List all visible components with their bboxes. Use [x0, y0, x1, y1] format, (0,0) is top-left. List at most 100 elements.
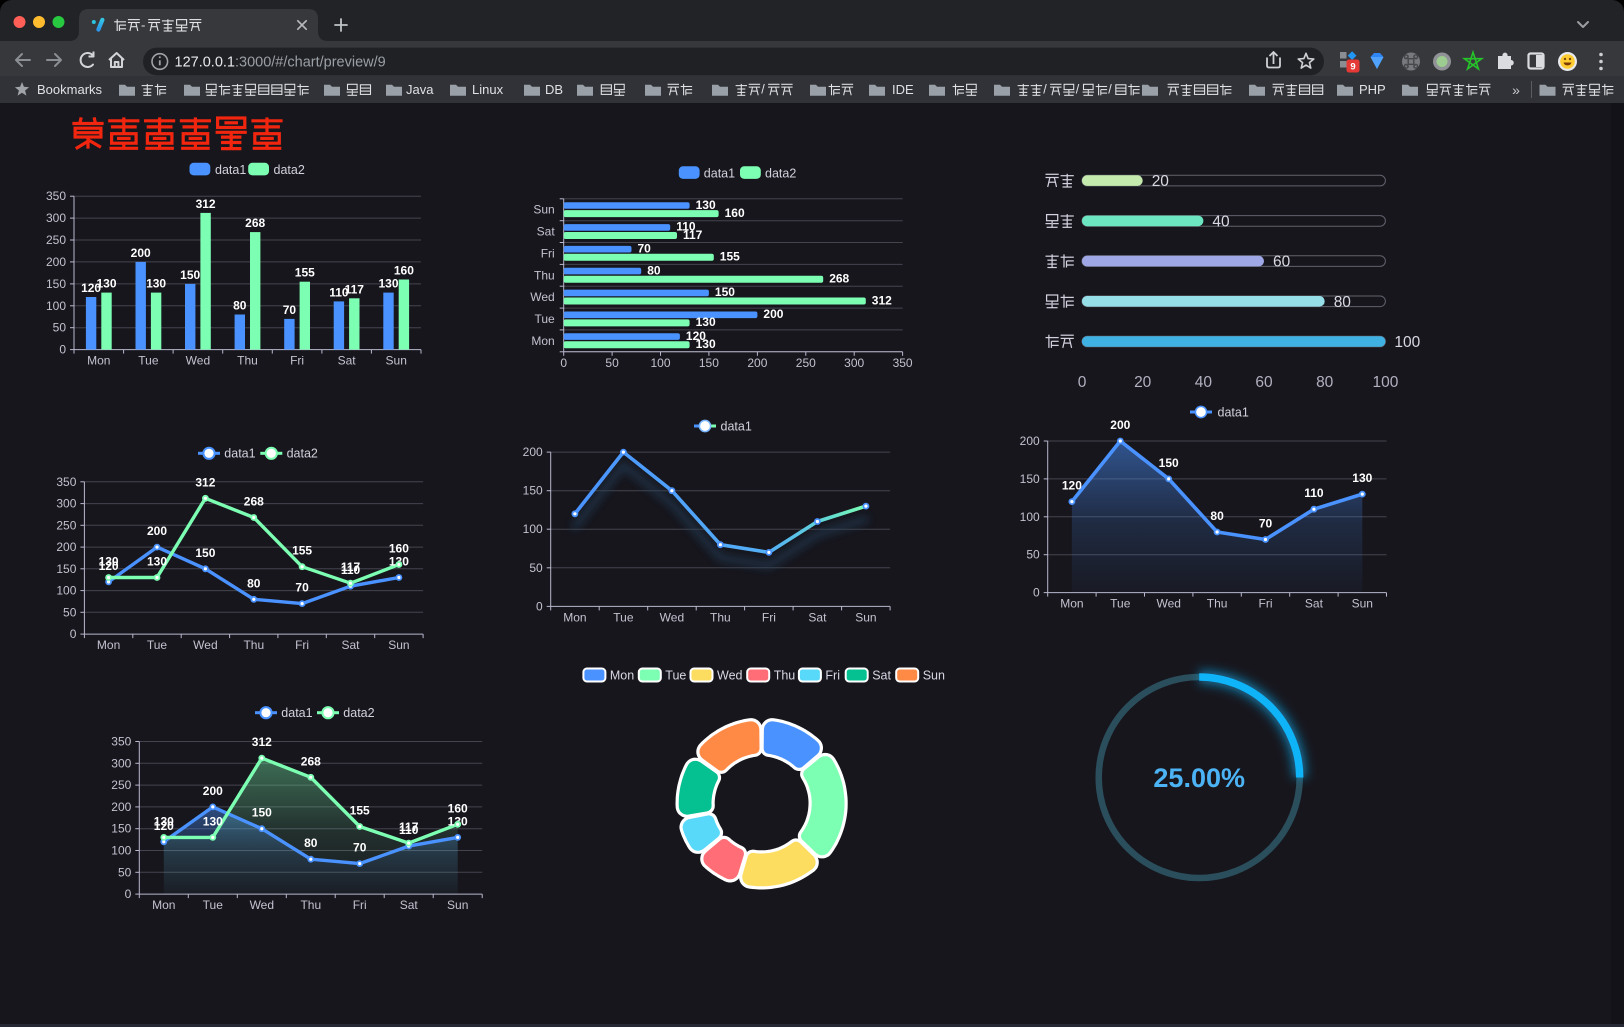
svg-text:200: 200 [747, 356, 767, 370]
svg-text:Wed: Wed [717, 669, 743, 683]
svg-text:80: 80 [247, 576, 261, 590]
svg-text:312: 312 [872, 293, 892, 307]
svg-text:70: 70 [353, 841, 367, 855]
svg-text:160: 160 [389, 542, 409, 556]
svg-text:Sat: Sat [400, 898, 419, 912]
svg-text:200: 200 [1020, 434, 1040, 448]
svg-text:Tue: Tue [665, 669, 686, 683]
svg-text:155: 155 [295, 266, 315, 280]
svg-text:50: 50 [53, 321, 67, 335]
svg-text:350: 350 [46, 189, 66, 203]
svg-text:data1: data1 [215, 163, 246, 177]
svg-text:110: 110 [399, 823, 419, 837]
svg-text:120: 120 [686, 329, 706, 343]
svg-text:50: 50 [605, 356, 619, 370]
svg-text:Thu: Thu [710, 610, 731, 624]
svg-text:130: 130 [696, 337, 716, 351]
svg-text:data2: data2 [287, 447, 318, 461]
svg-text:150: 150 [195, 546, 215, 560]
svg-text:160: 160 [448, 801, 468, 815]
svg-text:160: 160 [725, 206, 745, 220]
svg-text:110: 110 [341, 563, 361, 577]
svg-text:150: 150 [111, 822, 131, 836]
svg-text:40: 40 [1212, 213, 1230, 230]
svg-text:130: 130 [1352, 471, 1372, 485]
svg-text:Wed: Wed [250, 898, 274, 912]
svg-text:200: 200 [131, 246, 151, 260]
svg-text:127.0.0.1:3000/#/chart/preview: 127.0.0.1:3000/#/chart/preview/9 [175, 54, 386, 70]
svg-text:268: 268 [829, 272, 849, 286]
svg-text:150: 150 [252, 806, 272, 820]
svg-text:/: / [1108, 83, 1112, 97]
svg-text:350: 350 [893, 356, 913, 370]
svg-text:120: 120 [99, 559, 119, 573]
svg-text:IDE: IDE [892, 82, 914, 97]
svg-text:268: 268 [301, 754, 321, 768]
svg-text:312: 312 [252, 735, 272, 749]
svg-text:data2: data2 [343, 706, 374, 720]
svg-text:150: 150 [1159, 456, 1179, 470]
svg-text:0: 0 [70, 627, 77, 641]
svg-text:100: 100 [111, 844, 131, 858]
svg-text:300: 300 [56, 497, 76, 511]
svg-text:Wed: Wed [193, 638, 217, 652]
svg-text:150: 150 [523, 484, 543, 498]
svg-text:70: 70 [283, 303, 297, 317]
svg-text:/: / [1076, 83, 1080, 97]
svg-text:117: 117 [399, 820, 419, 834]
svg-text:120: 120 [81, 281, 101, 295]
svg-text:110: 110 [329, 285, 349, 299]
svg-text:268: 268 [245, 216, 265, 230]
svg-text:Sat: Sat [872, 669, 891, 683]
svg-text:200: 200 [763, 307, 783, 321]
svg-text:DB: DB [545, 82, 563, 97]
svg-text:data1: data1 [1218, 406, 1249, 420]
svg-text:Thu: Thu [1207, 597, 1228, 611]
svg-text:Sat: Sat [537, 225, 556, 239]
svg-text:300: 300 [46, 211, 66, 225]
svg-text:25.00%: 25.00% [1153, 763, 1245, 793]
svg-text:80: 80 [233, 299, 247, 313]
svg-text:data1: data1 [224, 447, 255, 461]
svg-text:150: 150 [46, 277, 66, 291]
svg-text:Fri: Fri [290, 354, 304, 368]
svg-text:Wed: Wed [186, 354, 210, 368]
svg-text:Sat: Sat [338, 354, 357, 368]
svg-text:80: 80 [1210, 509, 1224, 523]
svg-text:Fri: Fri [762, 610, 776, 624]
svg-text:Mon: Mon [610, 669, 634, 683]
svg-text:0: 0 [59, 343, 66, 357]
svg-text:200: 200 [56, 540, 76, 554]
svg-text:130: 130 [696, 315, 716, 329]
svg-text:70: 70 [638, 242, 652, 256]
svg-text:312: 312 [195, 475, 215, 489]
svg-text:Mon: Mon [152, 898, 175, 912]
svg-text:0: 0 [560, 356, 567, 370]
svg-text:9: 9 [1350, 62, 1355, 73]
svg-text:/: / [761, 83, 765, 97]
svg-text:250: 250 [796, 356, 816, 370]
svg-text:150: 150 [715, 285, 735, 299]
svg-text:Fri: Fri [825, 669, 840, 683]
svg-text:Mon: Mon [87, 354, 110, 368]
svg-text:Fri: Fri [1259, 597, 1273, 611]
svg-text:Thu: Thu [774, 669, 796, 683]
svg-text:300: 300 [111, 756, 131, 770]
svg-text:Mon: Mon [531, 334, 554, 348]
svg-text:110: 110 [676, 220, 696, 234]
svg-text:Sat: Sat [1305, 597, 1324, 611]
svg-text:70: 70 [1259, 517, 1273, 531]
svg-text:268: 268 [244, 495, 264, 509]
svg-text:»: » [1512, 82, 1520, 98]
svg-text:data1: data1 [281, 706, 312, 720]
svg-text:20: 20 [1152, 173, 1170, 190]
svg-text:50: 50 [1026, 548, 1040, 562]
svg-text:200: 200 [147, 524, 167, 538]
svg-text:130: 130 [378, 277, 398, 291]
svg-text:40: 40 [1195, 374, 1213, 391]
svg-text:50: 50 [63, 605, 77, 619]
svg-text:80: 80 [1316, 374, 1334, 391]
svg-text:250: 250 [56, 518, 76, 532]
svg-text:100: 100 [46, 299, 66, 313]
svg-text:Thu: Thu [534, 268, 555, 282]
